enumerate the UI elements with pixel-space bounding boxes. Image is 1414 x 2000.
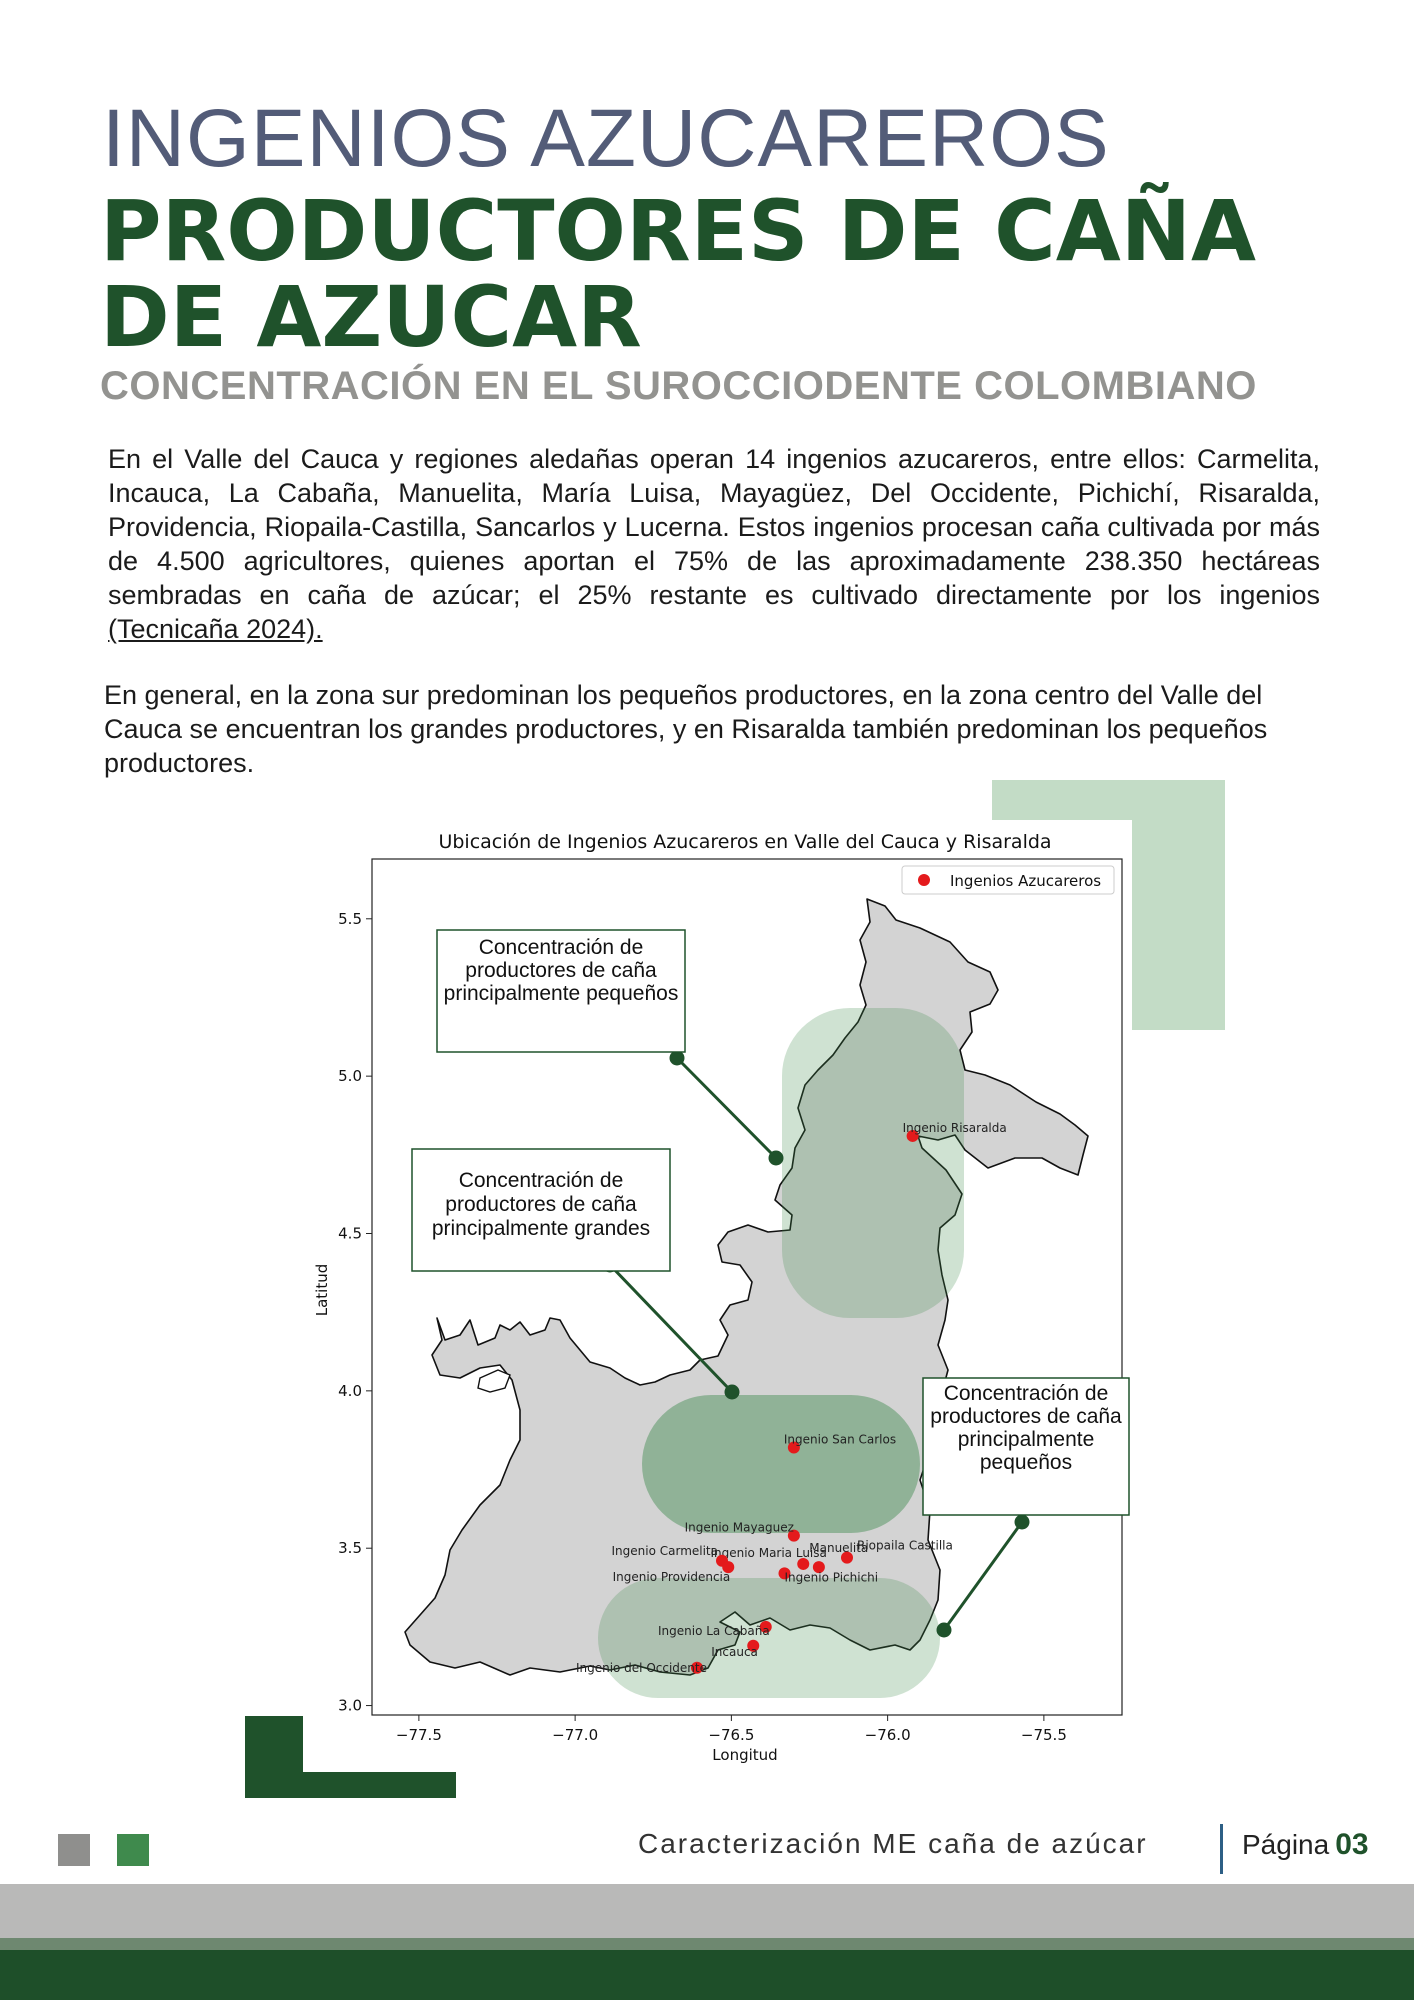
paragraph-2: En general, en la zona sur predominan lo… <box>104 680 1268 778</box>
data-point-label: Ingenio Risaralda <box>903 1121 1007 1135</box>
paragraph-1-text: En el Valle del Cauca y regiones aledaña… <box>108 444 1320 610</box>
annotation-1-box <box>436 929 686 1053</box>
annotation-2-text: Concentración de productores de caña pri… <box>431 1169 651 1240</box>
data-point <box>722 1561 735 1574</box>
y-axis-label: Latitud <box>313 1264 331 1317</box>
deco-corner-bottom-left <box>245 1716 456 1798</box>
footer-page-number: 03 <box>1335 1828 1369 1861</box>
footer-band-green <box>0 1950 1414 2000</box>
citation-link[interactable]: (Tecnicaña 2024). <box>108 614 323 644</box>
annotation-2-dot-b <box>724 1384 740 1400</box>
data-point-label: Ingenio del Occidente <box>576 1661 707 1675</box>
annotation-1-dot-a <box>669 1050 685 1066</box>
annotation-2: Concentración de productores de caña pri… <box>411 1148 671 1272</box>
data-point-label: Riopaila Castilla <box>857 1539 953 1553</box>
deco-corner-top-right <box>992 780 1225 1030</box>
annotation-3-text: Concentración de productores de caña pri… <box>930 1382 1122 1474</box>
region-shape <box>404 898 1089 1676</box>
footer-page: Página 03 <box>1242 1828 1369 1862</box>
y-tick-label: 5.0 <box>338 1067 362 1085</box>
footer-band-mid <box>0 1938 1414 1950</box>
legend-label: Ingenios Azucareros <box>950 872 1101 890</box>
data-point-label: Ingenio La Cabaña <box>658 1624 770 1638</box>
map-chart: Ingenio Risaralda Ingenio San Carlos Ingen… <box>245 780 1225 1798</box>
footer-divider <box>1220 1824 1223 1874</box>
legend: Ingenios Azucareros <box>901 865 1115 895</box>
axis-ticks-layer: −77.5 −77.0 −76.5 −76.0 −75.5 3.0 3.5 4.0 4.5 5.0… <box>338 910 1067 1744</box>
chart-title: Ubicación de Ingenios Azucareros en Vall… <box>438 831 1051 853</box>
zone-south <box>598 1578 940 1698</box>
data-point-label: Ingenio Maria Luisa <box>710 1546 826 1560</box>
annotation-2-box <box>411 1148 671 1272</box>
paragraph-1: En el Valle del Cauca y regiones aledaña… <box>108 442 1320 646</box>
data-point-label: Ingenio Mayaguez <box>685 1521 794 1535</box>
footer-document-title: Caracterización ME caña de azúcar <box>638 1828 1148 1859</box>
data-point <box>759 1620 772 1633</box>
data-point-label: Manuelita <box>809 1541 868 1555</box>
data-point <box>841 1551 853 1564</box>
data-point <box>747 1639 760 1652</box>
lake-shape <box>477 1369 511 1393</box>
annotation-1: Concentración de productores de caña pri… <box>436 929 686 1053</box>
annotation-3: Concentración de productores de caña pri… <box>922 1377 1130 1516</box>
annotation-1-text: Concentración de productores de caña pri… <box>443 936 679 1005</box>
data-point <box>691 1661 703 1674</box>
data-points-layer: Ingenio Risaralda Ingenio San Carlos Ingen… <box>576 1121 1007 1675</box>
data-point <box>906 1129 919 1142</box>
footer-band-gray <box>0 1884 1414 1938</box>
x-tick-label: −76.5 <box>708 1726 754 1744</box>
x-tick-label: −75.5 <box>1021 1726 1067 1744</box>
y-tick-label: 5.5 <box>338 910 362 928</box>
x-tick-label: −77.5 <box>396 1726 442 1744</box>
annotation-3-dot-a <box>1014 1514 1030 1530</box>
data-point <box>787 1441 800 1454</box>
x-tick-label: −76.0 <box>865 1726 911 1744</box>
data-point <box>812 1561 825 1574</box>
footer-page-label: Página <box>1242 1829 1330 1860</box>
title-line-2: PRODUCTORES DE CAÑA DE AZUCAR <box>100 182 1257 366</box>
zone-center <box>642 1395 920 1533</box>
footer-square-green <box>117 1834 149 1866</box>
y-tick-label: 4.5 <box>338 1225 362 1243</box>
data-point-label: Ingenio San Carlos <box>784 1433 896 1447</box>
y-tick-label: 3.0 <box>338 1697 362 1715</box>
annotation-3-dot-b <box>936 1622 952 1638</box>
subtitle: CONCENTRACIÓN EN EL SUROCCIODENTE COLOMB… <box>100 364 1257 408</box>
data-point-label: Ingenio Pichichi <box>785 1570 879 1584</box>
x-axis-label: Longitud <box>712 1746 777 1764</box>
y-tick-label: 4.0 <box>338 1382 362 1400</box>
data-point-label: Ingenio Providencia <box>613 1570 731 1584</box>
zone-risaralda <box>782 1008 964 1318</box>
title-line-1: INGENIOS AZUCAREROS <box>102 93 1110 184</box>
annotation-1-dot-b <box>768 1150 784 1166</box>
legend-marker <box>918 874 930 886</box>
data-point <box>778 1567 791 1580</box>
x-tick-label: −77.0 <box>552 1726 598 1744</box>
data-point-label: Incauca <box>711 1645 758 1659</box>
data-point <box>787 1529 800 1542</box>
annotation-3-box <box>922 1377 1130 1516</box>
y-tick-label: 3.5 <box>338 1539 362 1557</box>
data-point-label: Ingenio Carmelita <box>612 1544 719 1558</box>
footer-square-gray <box>58 1834 90 1866</box>
legend-box <box>901 865 1115 895</box>
data-point <box>797 1557 810 1570</box>
